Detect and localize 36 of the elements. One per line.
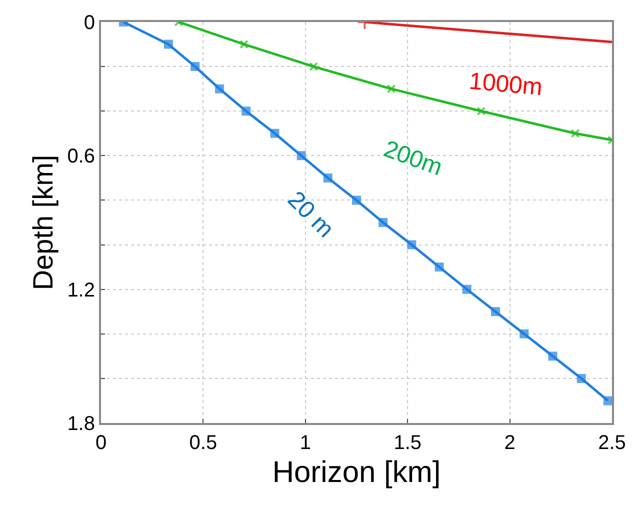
annotation: 1000m — [468, 68, 544, 102]
point — [490, 307, 500, 316]
point — [215, 84, 224, 94]
annotation: 200m — [380, 136, 446, 182]
x-tick-label: 1 — [300, 432, 311, 454]
point — [352, 196, 361, 205]
point — [378, 218, 388, 227]
x-tick-label: 1.5 — [394, 432, 422, 454]
point — [190, 62, 200, 72]
point — [434, 262, 444, 272]
point — [407, 240, 416, 250]
point — [570, 128, 580, 138]
y-tick-label: 0 — [84, 12, 95, 34]
point — [548, 352, 558, 361]
point — [576, 374, 586, 383]
point — [240, 40, 249, 49]
point — [164, 40, 173, 49]
point — [309, 62, 318, 72]
y-axis-title: Depth [km] — [27, 154, 58, 290]
x-axis-title: Horizon [km] — [272, 456, 441, 489]
point — [520, 329, 529, 338]
y-tick-label: 0.6 — [67, 146, 95, 168]
x-tick-label: 0.5 — [189, 432, 218, 454]
y-tick-label: 1.2 — [67, 279, 95, 302]
point — [270, 128, 280, 138]
point — [386, 84, 396, 94]
point — [242, 106, 251, 116]
point — [462, 284, 472, 294]
x-tick-label: 2 — [504, 432, 516, 454]
point — [323, 173, 332, 182]
y-tick-label: 1.8 — [67, 413, 95, 435]
x-tick-label: 2.5 — [598, 432, 626, 454]
annotation: 20 m — [282, 186, 340, 244]
point — [476, 106, 486, 116]
point — [296, 151, 306, 160]
point — [603, 396, 612, 406]
